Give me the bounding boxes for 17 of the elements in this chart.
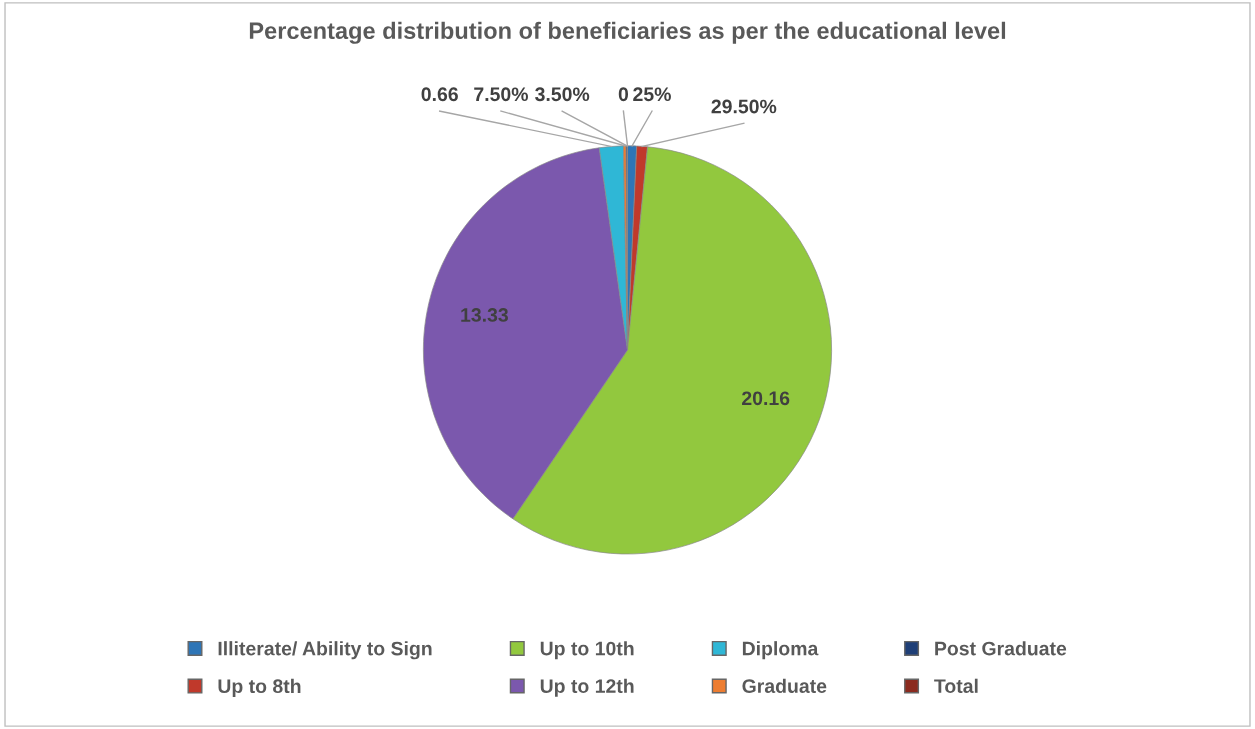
data-label: 29.50% <box>711 99 777 114</box>
data-label: 13.33 <box>461 308 508 322</box>
legend-label: Up to 10th <box>540 641 634 660</box>
legend-label: Graduate <box>742 678 827 693</box>
data-label: 7.50% <box>474 87 528 102</box>
legend-label: Illiterate/ Ability to Sign <box>218 641 432 660</box>
data-label: 25% <box>633 87 671 102</box>
data-label: 0.66 <box>421 87 458 102</box>
chart-title: Percentage distribution of beneficiaries as per the educational level <box>249 21 1006 44</box>
legend-label: Up to 12th <box>540 678 634 697</box>
legend-label: Post Graduate <box>935 641 1067 656</box>
legend-label: Diploma <box>742 641 819 660</box>
data-label: 20.16 <box>742 391 790 406</box>
text: 0 <box>618 87 629 102</box>
legend-label: Up to 8th <box>218 678 301 697</box>
data-label: 3.50% <box>535 87 590 102</box>
legend-label: Total <box>934 678 978 693</box>
